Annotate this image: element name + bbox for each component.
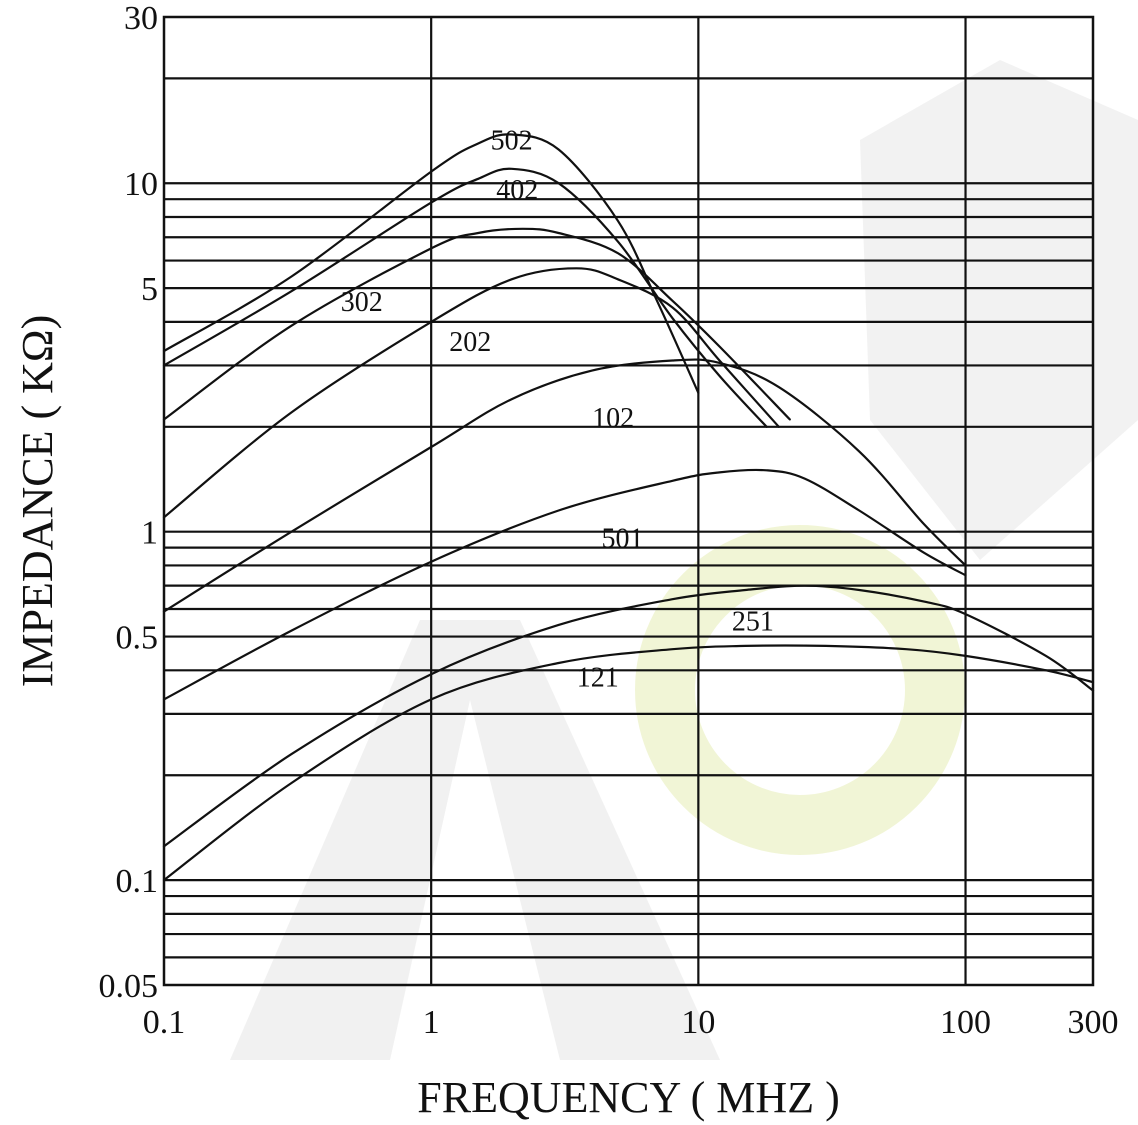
series-label-501: 501 [601,524,643,555]
series-label-302: 302 [341,287,383,318]
plot-frame [162,15,1095,987]
series-line-102 [162,358,967,613]
series-label-121: 121 [577,662,619,693]
y-tick-label: 0.05 [99,968,159,1005]
x-axis-title: FREQUENCY ( MHZ ) [417,1073,839,1122]
series-line-502 [162,133,700,395]
y-tick-label: 0.5 [116,620,159,657]
y-axis-title: IMPEDANCE ( KΩ) [13,315,62,687]
series-line-202 [162,267,780,519]
curves [162,133,1095,882]
series-line-251 [162,584,1095,848]
series-label-202: 202 [449,327,491,358]
watermark-gear [635,525,965,855]
y-tick-label: 1 [141,515,158,552]
series-label-402: 402 [496,175,538,206]
series-line-402 [162,167,768,428]
series-labels: 502 402 302 202 102 501 251 121 [341,125,774,693]
x-tick-label: 300 [1068,1004,1119,1041]
series-label-251: 251 [732,607,774,638]
x-tick-label: 1 [423,1004,440,1041]
watermark-shape [230,620,720,1060]
series-line-302 [162,227,791,421]
y-tick-label: 10 [124,166,158,203]
y-tick-label: 5 [141,271,158,308]
y-tick-label: 30 [124,0,158,37]
watermark [230,60,1138,1060]
series-line-501 [162,468,967,701]
x-tick-label: 10 [681,1004,715,1041]
watermark-shape [860,60,1138,560]
series-line-121 [162,644,1095,882]
x-tick-label: 0.1 [143,1004,186,1041]
x-tick-label: 100 [940,1004,991,1041]
series-label-502: 502 [491,125,533,156]
y-tick-label: 0.1 [116,863,159,900]
series-label-102: 102 [592,403,634,434]
